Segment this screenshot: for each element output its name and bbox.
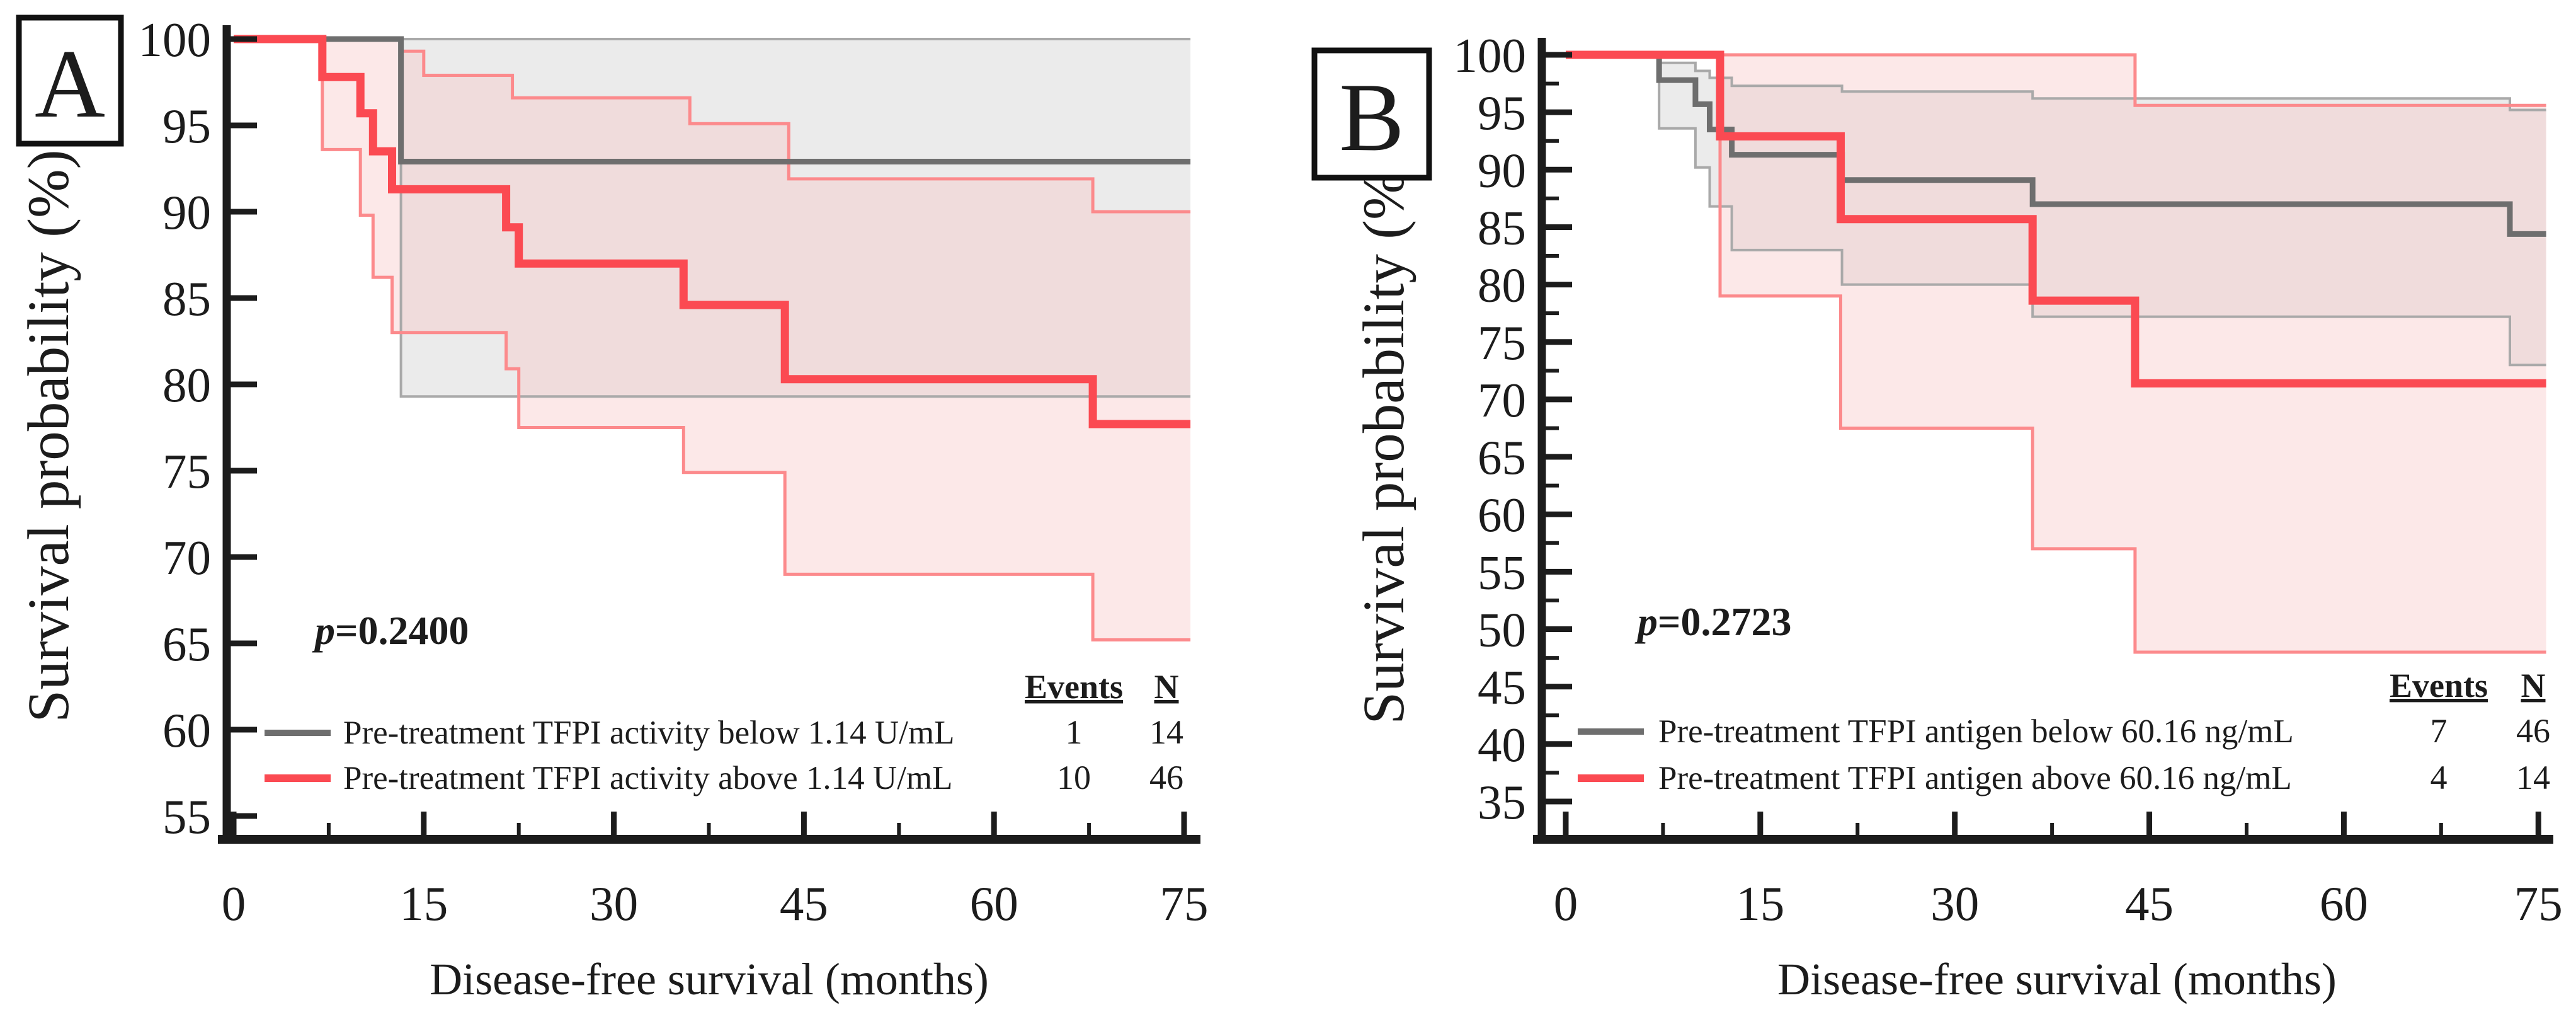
panel-a-legend-n-value: 14: [1149, 713, 1183, 751]
panel-a-legend-events-value: 1: [1066, 713, 1083, 751]
panel-b-legend-n-value: 46: [2516, 712, 2550, 750]
panel-b-y-tick-label: 60: [1478, 488, 1526, 542]
panel-b-y-tick-label: 90: [1478, 143, 1526, 197]
panel-a-y-tick-label: 95: [162, 99, 211, 153]
panel-a-y-tick-label: 90: [162, 185, 211, 239]
panel-a-red-survival-curve: [234, 35, 1191, 428]
panel-a-legend-header-n: N: [1154, 668, 1179, 706]
panel-b-red-survival-curve: [1566, 50, 2546, 388]
panel-b-red-ci-lower-line: [1566, 53, 2546, 654]
panel-a-p-value-label: p=0.2400: [312, 608, 469, 653]
panel-a-x-tick-label: 15: [399, 876, 448, 931]
panel-b-x-tick-label: 30: [1930, 876, 1979, 931]
panel-b-x-tick-label: 0: [1554, 876, 1578, 931]
panel-b-y-tick-label: 35: [1478, 775, 1526, 829]
panel-b-y-axis-title: Survival probability (%): [1352, 151, 1416, 724]
panel-a-red-ci-lower-line: [234, 37, 1191, 641]
panel-a-legend-header-events: Events: [1025, 668, 1123, 706]
panel-a-panel-label-letter: A: [35, 30, 105, 138]
panel-b-x-tick-label: 75: [2514, 876, 2563, 931]
panel-a-y-tick-label: 60: [162, 703, 211, 757]
panel-a-y-tick-label: 70: [162, 531, 211, 585]
panel-b-panel-label-box: [1311, 47, 1432, 181]
panel-b-legend-n-value: 14: [2516, 759, 2550, 796]
panel-b-y-tick-label: 95: [1478, 86, 1526, 140]
panel-a-legend-label: Pre-treatment TFPI activity below 1.14 U…: [343, 715, 955, 751]
panel-a-y-tick-label: 55: [162, 790, 211, 844]
panel-b-panel-label-letter: B: [1339, 63, 1404, 171]
panel-b-legend-events-value: 4: [2431, 759, 2448, 796]
panel-b-legend-header-n: N: [2521, 667, 2546, 704]
panel-b-gray-survival-curve: [1566, 52, 2546, 237]
panel-b-x-tick-label: 45: [2125, 876, 2174, 931]
panel-b-gray-ci-upper-line: [1566, 54, 2546, 112]
panel-b-legend-events-value: 7: [2431, 712, 2448, 750]
panel-b-y-tick-label: 70: [1478, 373, 1526, 427]
panel-a-y-tick-label: 75: [162, 444, 211, 498]
panel-b-legend-header-events: Events: [2390, 667, 2488, 704]
panel-a-y-tick-label: 65: [162, 617, 211, 671]
panel-a-x-tick-label: 30: [590, 876, 638, 931]
panel-A: 100 95 90 85 80 75 70 65 60 550 15 30 45 60 75 Survival…: [16, 13, 1209, 1004]
panel-a-x-tick-label: 60: [970, 876, 1018, 931]
panel-b-x-tick-label: 60: [2320, 876, 2368, 931]
panel-a-x-tick-label: 0: [222, 876, 246, 931]
panel-a-x-axis-title: Disease-free survival (months): [430, 954, 989, 1004]
panel-b-x-tick-label: 15: [1736, 876, 1784, 931]
panel-b-y-tick-label: 75: [1478, 316, 1526, 370]
panel-b-y-tick-label: 65: [1478, 430, 1526, 485]
panel-b-legend-label: Pre-treatment TFPI antigen above 60.16 n…: [1658, 760, 2292, 796]
panel-b-y-tick-label: 100: [1454, 28, 1527, 83]
panel-a-panel-label-box: [16, 14, 124, 147]
panel-b-red-ci-upper-line: [1566, 53, 2546, 107]
panel-a-y-tick-label: 100: [139, 13, 212, 67]
panel-a-y-axis-title: Survival probability (%): [16, 149, 81, 722]
panel-a-legend-label: Pre-treatment TFPI activity above 1.14 U…: [343, 760, 953, 796]
panel-b-p-value-label: p=0.2723: [1634, 599, 1791, 644]
panel-b-y-tick-label: 80: [1478, 258, 1526, 313]
panel-b-x-axis-title: Disease-free survival (months): [1777, 954, 2337, 1004]
panel-a-y-tick-label: 85: [162, 272, 211, 326]
panel-b-y-tick-label: 45: [1478, 660, 1526, 715]
panel-b-gray-ci-lower-line: [1566, 54, 2546, 367]
panel-a-legend-n-value: 46: [1149, 759, 1183, 796]
panel-a-red-ci-upper-line: [234, 37, 1191, 214]
panel-a-legend-events-value: 10: [1057, 759, 1091, 796]
panel-b-y-tick-label: 50: [1478, 603, 1526, 657]
panel-b-y-tick-label: 85: [1478, 200, 1526, 255]
panel-a-gray-confidence-band: [234, 39, 1191, 397]
panel-a-y-tick-label: 80: [162, 358, 211, 412]
panel-b-y-tick-label: 55: [1478, 545, 1526, 599]
panel-a-x-tick-label: 75: [1160, 876, 1209, 931]
panel-b-y-tick-label: 40: [1478, 718, 1526, 772]
panel-a-x-tick-label: 45: [780, 876, 828, 931]
panel-b-legend-label: Pre-treatment TFPI antigen below 60.16 n…: [1658, 713, 2294, 750]
